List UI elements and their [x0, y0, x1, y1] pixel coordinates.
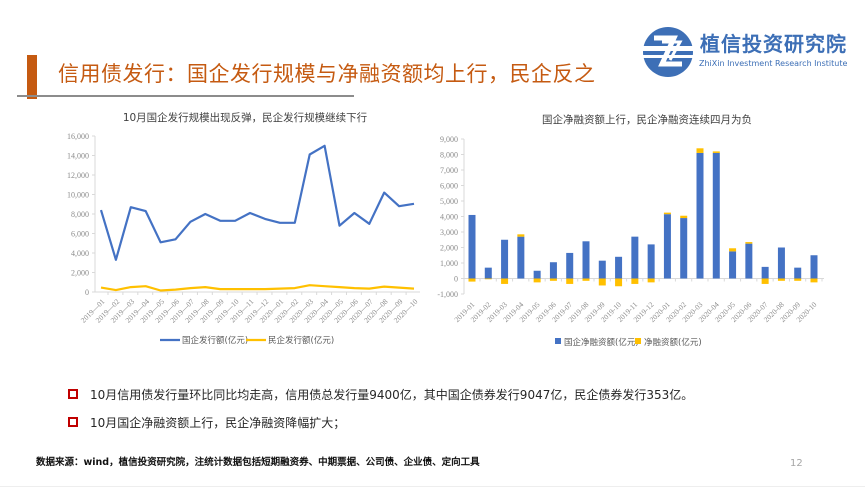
y-tick-label: 5,000 [440, 197, 458, 206]
legend-label: 民企发行额(亿元) [268, 335, 334, 346]
private-net-financing-bar [501, 278, 509, 284]
y-tick-label: 7,000 [440, 166, 458, 175]
private-net-financing-bar [631, 278, 639, 284]
page-number: 12 [790, 458, 803, 469]
private-net-financing-bar [468, 278, 476, 282]
soe-net-financing-bar [745, 243, 753, 279]
private-net-financing-bar [549, 278, 557, 281]
y-tick-label: 8,000 [440, 151, 458, 160]
private-net-financing-bar [680, 215, 688, 219]
title-divider [17, 95, 354, 97]
bullet-item: 10月国企净融资额上行，民企净融资降幅扩大； [68, 408, 693, 436]
y-tick-label: 12,000 [67, 171, 89, 180]
zhixin-logo-icon [642, 27, 694, 77]
soe-net-financing-bar [533, 270, 541, 279]
private-net-financing-bar [598, 278, 606, 286]
data-source-note: 数据来源：wind，植信投资研究院，注统计数据包括短期融资券、中期票据、公司债、… [36, 457, 480, 468]
private-net-financing-bar [712, 151, 720, 153]
y-tick-label: 9,000 [440, 135, 458, 144]
private-net-financing-bar [794, 278, 802, 281]
y-tick-label: 4,000 [440, 213, 458, 222]
y-tick-label: 2,000 [440, 244, 458, 253]
soe-net-financing-bar [468, 214, 476, 279]
soe-net-financing-bar [566, 252, 574, 279]
logo: 植信投资研究院 ZhiXin Investment Research Insti… [640, 24, 865, 80]
soe-net-financing-bar [501, 239, 509, 279]
soe-net-financing-bar [517, 236, 525, 279]
y-tick-label: 0 [454, 275, 458, 284]
soe-issuance-line [99, 144, 415, 261]
title-accent-bar [27, 55, 37, 99]
y-tick-label: 10,000 [67, 191, 89, 200]
soe-net-financing-bar [598, 260, 606, 279]
y-tick-label: 14,000 [67, 152, 89, 161]
private-net-financing-bar [484, 278, 492, 280]
bottom-divider [0, 486, 865, 487]
legend-label: 国企净融资额(亿元) [564, 337, 639, 348]
bullet-text: 10月信用债发行量环比同比均走高，信用债总发行量9400亿，其中国企债券发行90… [90, 387, 694, 402]
soe-net-financing-bar [582, 241, 590, 279]
y-tick-label: 4,000 [71, 249, 89, 258]
y-tick-label: 0 [85, 288, 89, 297]
soe-net-financing-bar [484, 267, 492, 279]
y-tick-label: 16,000 [67, 132, 89, 141]
private-net-financing-bar [777, 278, 785, 281]
y-tick-label: 3,000 [440, 228, 458, 237]
bullet-list: 10月信用债发行量环比同比均走高，信用债总发行量9400亿，其中国企债券发行90… [68, 380, 693, 436]
y-tick-label: 2,000 [71, 269, 89, 278]
y-tick-label: 6,000 [71, 230, 89, 239]
soe-net-financing-bar [631, 236, 639, 279]
chart-title: 10月国企发行规模出现反弹，民企发行规模继续下行 [123, 111, 368, 124]
private-net-financing-bar [663, 212, 671, 215]
bullet-item: 10月信用债发行量环比同比均走高，信用债总发行量9400亿，其中国企债券发行90… [68, 380, 693, 408]
soe-net-financing-bar [680, 218, 688, 279]
y-tick-label: 6,000 [440, 182, 458, 191]
logo-subtitle: ZhiXin Investment Research Institute [699, 59, 848, 68]
private-net-financing-bar [810, 278, 818, 283]
bullet-text: 10月国企净融资额上行，民企净融资降幅扩大； [90, 415, 346, 430]
issuance-line-chart: 10月国企发行规模出现反弹，民企发行规模继续下行 0 2,000 4,000 6,000… [40, 100, 420, 360]
soe-net-financing-bar [761, 266, 769, 279]
page-title: 信用债发行：国企发行规模与净融资额均上行，民企反之 [58, 62, 596, 86]
y-tick-label: 1,000 [440, 259, 458, 268]
y-tick-label: -1,000 [437, 290, 458, 299]
legend-swatch-icon [635, 338, 641, 344]
private-net-financing-bar [533, 278, 541, 283]
soe-net-financing-bar [663, 214, 671, 279]
soe-net-financing-bar [729, 251, 737, 279]
private-net-financing-bar [566, 278, 574, 284]
legend-label: 净融资额(亿元) [644, 337, 702, 348]
soe-net-financing-bar [615, 256, 623, 279]
private-net-financing-bar [745, 242, 753, 244]
legend-label: 国企发行额(亿元) [182, 335, 248, 346]
private-net-financing-bar [696, 148, 704, 153]
soe-net-financing-bar [696, 152, 704, 279]
soe-net-financing-bar [777, 247, 785, 279]
soe-net-financing-bar [794, 267, 802, 279]
square-bullet-icon [68, 417, 78, 427]
logo-name: 植信投资研究院 [700, 32, 847, 56]
private-net-financing-bar [615, 278, 623, 287]
chart-title: 国企净融资额上行，民企净融资连续四月为负 [542, 113, 752, 126]
soe-net-financing-bar [810, 255, 818, 279]
private-net-financing-bar [647, 278, 655, 283]
square-bullet-icon [68, 389, 78, 399]
net-financing-bar-chart: 国企净融资额上行，民企净融资连续四月为负 -1,000 0 1,000 2,000 3,0… [425, 100, 845, 360]
soe-net-financing-bar [712, 152, 720, 279]
private-net-financing-bar [729, 248, 737, 252]
private-net-financing-bar [582, 278, 590, 281]
soe-net-financing-bar [647, 244, 655, 279]
y-tick-label: 8,000 [71, 210, 89, 219]
private-net-financing-bar [761, 278, 769, 284]
private-net-financing-bar [517, 234, 525, 237]
legend-swatch-icon [555, 338, 561, 344]
private-issuance-line [100, 284, 415, 292]
soe-net-financing-bar [549, 262, 557, 279]
